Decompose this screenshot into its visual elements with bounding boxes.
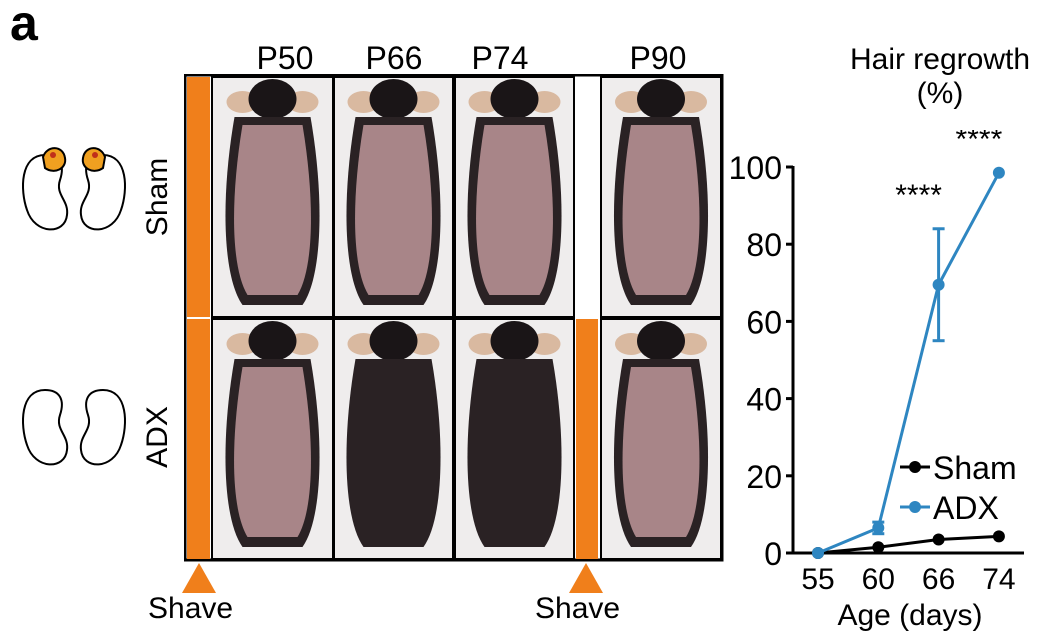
x-tick-label: 66 — [922, 563, 955, 596]
mouse-head — [369, 79, 418, 119]
chart-title: Hair regrowth (%) — [849, 43, 1031, 110]
shaved-skin — [622, 125, 700, 295]
shave-triangle-icon — [182, 563, 216, 593]
y-tick-label: 20 — [746, 459, 782, 495]
data-point — [992, 166, 1005, 179]
x-tick-label: 55 — [801, 563, 834, 596]
mouse-head — [369, 321, 418, 361]
shaved-skin — [234, 125, 311, 295]
data-point — [872, 541, 885, 554]
mouse-head — [248, 321, 297, 361]
y-tick-label: 40 — [746, 382, 782, 418]
mouse-head — [637, 79, 685, 119]
shave-bar — [187, 319, 210, 559]
mouse-head — [490, 321, 539, 361]
shaved-skin — [476, 125, 553, 295]
significance-stars: **** — [895, 179, 942, 212]
x-tick-label: 60 — [862, 563, 895, 596]
legend-label: ADX — [933, 490, 999, 526]
panel-letter: a — [10, 0, 38, 51]
shave-label: Shave — [535, 592, 621, 625]
shave-bar — [576, 319, 598, 559]
data-point — [872, 521, 885, 534]
x-tick-label: 74 — [982, 563, 1015, 596]
series-line-sham — [817, 534, 999, 555]
x-axis-label: Age (days) — [837, 599, 982, 632]
y-tick-label: 60 — [746, 304, 782, 340]
series-line-adx — [817, 172, 1001, 555]
significance-stars: **** — [956, 130, 1003, 156]
shaved-skin — [622, 367, 700, 537]
data-point — [932, 533, 945, 546]
data-point — [992, 530, 1005, 543]
mouse-body — [467, 359, 562, 547]
data-point — [812, 547, 824, 559]
column-label-p74: P74 — [471, 40, 529, 76]
kidneys-icon — [22, 388, 126, 466]
shaved-skin — [234, 367, 311, 537]
legend-marker — [909, 461, 921, 473]
mouse-head — [248, 79, 297, 119]
legend-label: Sham — [933, 450, 1017, 486]
column-label-p66: P66 — [365, 40, 423, 76]
row-label-sham: Sham — [141, 157, 174, 237]
y-tick-label: 80 — [746, 227, 782, 263]
mouse-body — [346, 359, 441, 547]
shave-label: Shave — [148, 592, 234, 625]
shave-bar — [187, 77, 210, 317]
mouse-head — [490, 79, 539, 119]
mouse-head — [637, 321, 685, 361]
y-tick-label: 0 — [764, 536, 782, 572]
legend-marker — [909, 501, 921, 513]
column-label-p50: P50 — [256, 40, 314, 76]
row-label-adx: ADX — [141, 406, 174, 468]
shaved-skin — [355, 125, 432, 295]
kidneys-with-adrenals-icon — [22, 147, 126, 231]
shave-triangle-icon — [569, 563, 603, 593]
y-tick-label: 100 — [729, 150, 782, 186]
column-label-p90: P90 — [629, 40, 687, 76]
mouse-photo-grid — [184, 74, 724, 562]
data-point — [932, 278, 945, 291]
